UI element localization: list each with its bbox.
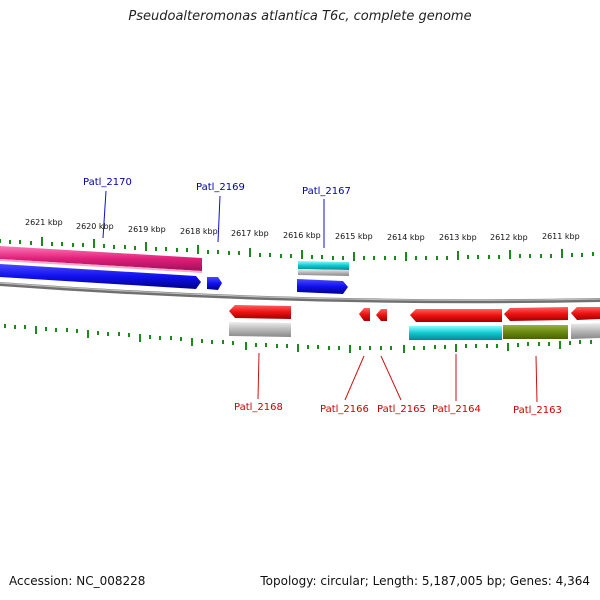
gray-feature-top[interactable] bbox=[298, 269, 349, 276]
gene-label-patl-2165[interactable]: Patl_2165 bbox=[377, 404, 426, 415]
gray-feature-right[interactable] bbox=[571, 323, 600, 339]
olive-feature-2163[interactable] bbox=[503, 325, 568, 339]
pink-feature-bar[interactable] bbox=[0, 246, 202, 271]
tick-label: 2621 kbp bbox=[25, 218, 63, 227]
gene-label-patl-2170[interactable]: Patl_2170 bbox=[83, 177, 132, 188]
gene-label-patl-2169[interactable]: Patl_2169 bbox=[196, 182, 245, 193]
gene-label-patl-2163[interactable]: Patl_2163 bbox=[513, 405, 562, 416]
gene-patl-2168-arrow[interactable] bbox=[229, 305, 291, 319]
gene-patl-2170-arrow[interactable] bbox=[0, 264, 201, 289]
gene-patl-2167-arrow[interactable] bbox=[297, 279, 348, 294]
cyan-feature-top[interactable] bbox=[298, 261, 349, 270]
tick-labels: 2621 kbp 2620 kbp 2619 kbp 2618 kbp 2617… bbox=[25, 218, 580, 242]
gene-patl-2169-arrow[interactable] bbox=[207, 277, 222, 290]
bottom-tick-row bbox=[4, 324, 592, 353]
gene-label-patl-2166[interactable]: Patl_2166 bbox=[320, 404, 369, 415]
tick-label: 2614 kbp bbox=[387, 233, 425, 242]
accession-text: Accession: NC_008228 bbox=[9, 574, 146, 588]
bottom-leader-lines bbox=[257, 352, 538, 403]
gene-label-patl-2164[interactable]: Patl_2164 bbox=[432, 404, 481, 415]
gene-patl-2166-arrow[interactable] bbox=[359, 308, 370, 321]
tick-label: 2616 kbp bbox=[283, 231, 321, 240]
tick-label: 2613 kbp bbox=[439, 233, 477, 242]
tick-label: 2620 kbp bbox=[76, 222, 114, 231]
gray-feature-2168[interactable] bbox=[229, 322, 291, 337]
tick-label: 2612 kbp bbox=[490, 233, 528, 242]
tick-label: 2619 kbp bbox=[128, 225, 166, 234]
map-title: Pseudoalteromonas atlantica T6c, complet… bbox=[128, 9, 472, 24]
tick-label: 2617 kbp bbox=[231, 229, 269, 238]
tick-label: 2618 kbp bbox=[180, 227, 218, 236]
gene-patl-2163-arrow[interactable] bbox=[504, 307, 568, 321]
gene-label-patl-2167[interactable]: Patl_2167 bbox=[302, 186, 351, 197]
gene-next-arrow[interactable] bbox=[571, 307, 600, 320]
tick-label: 2615 kbp bbox=[335, 232, 373, 241]
gene-label-patl-2168[interactable]: Patl_2168 bbox=[234, 402, 283, 413]
tick-label: 2611 kbp bbox=[542, 232, 580, 241]
genome-summary-text: Topology: circular; Length: 5,187,005 bp… bbox=[260, 574, 590, 588]
top-leader-lines bbox=[102, 190, 325, 248]
gene-patl-2164-arrow[interactable] bbox=[410, 309, 502, 322]
gene-patl-2165-arrow[interactable] bbox=[376, 309, 387, 321]
top-tick-row bbox=[0, 237, 594, 261]
cyan-feature-2164[interactable] bbox=[409, 326, 502, 340]
genome-backbone bbox=[0, 282, 600, 304]
